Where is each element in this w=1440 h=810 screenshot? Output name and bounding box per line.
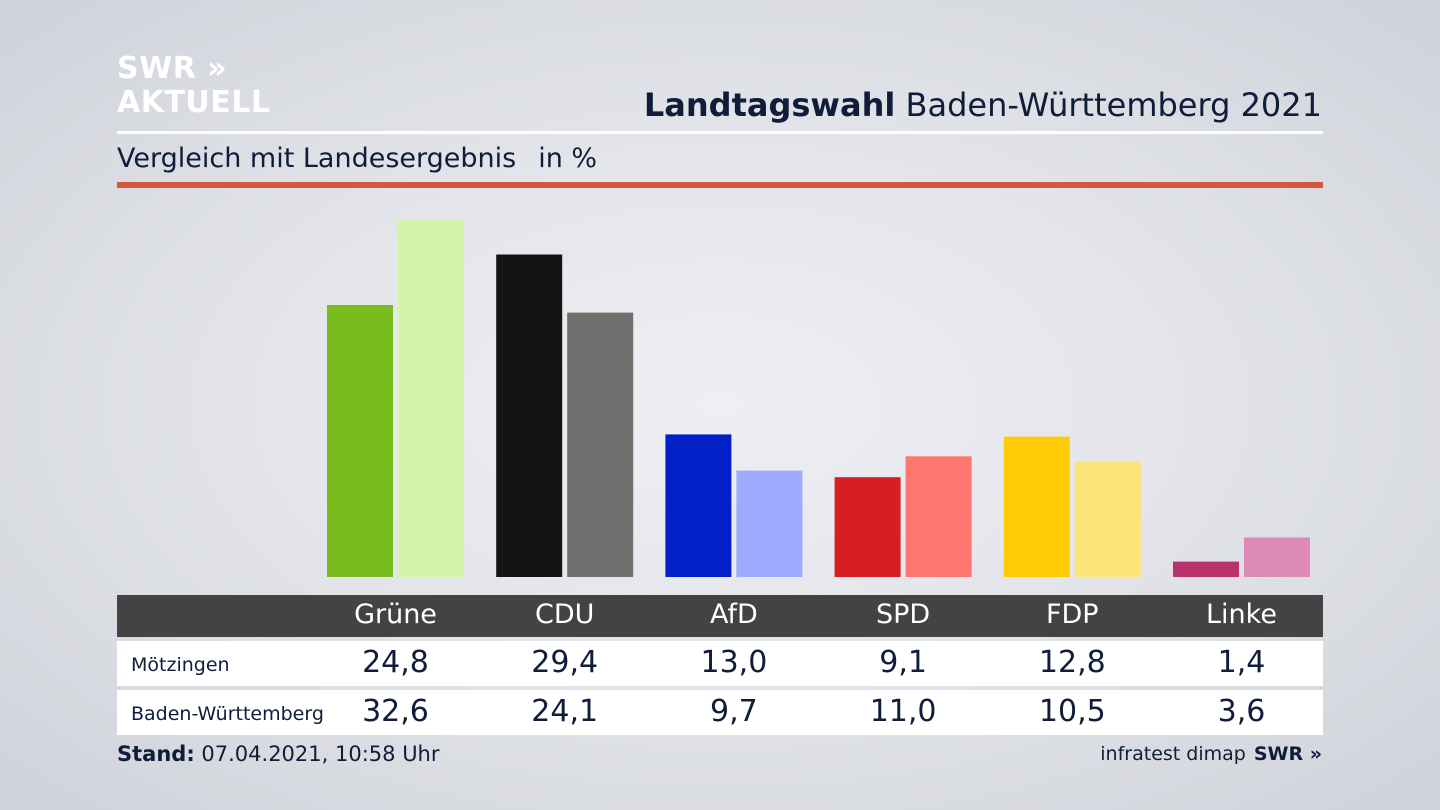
value-cell: 24,8	[362, 645, 429, 680]
bar-spd-state	[905, 456, 972, 577]
value-cell: 12,8	[1038, 645, 1106, 680]
value-cell: 24,1	[531, 694, 599, 729]
source-credit: infratest dimap SWR »	[1100, 743, 1322, 765]
stand-value: 07.04.2021, 10:58 Uhr	[201, 742, 440, 766]
value-cell: 3,6	[1217, 694, 1266, 729]
value-cell: 29,4	[531, 645, 599, 680]
bar-cdu-state	[567, 312, 634, 577]
row-label: Baden-Württemberg	[131, 703, 324, 725]
title-rest: Baden-Württemberg 2021	[905, 86, 1323, 124]
bar-afd-state	[736, 470, 803, 577]
party-header: AfD	[709, 599, 758, 630]
table-row: Mötzingen 24,8 29,4 13,0 9,1 12,8 1,4	[117, 641, 1323, 686]
logo-line-2: AKTUELL	[117, 85, 271, 120]
logo-line-1: SWR »	[117, 51, 228, 86]
source-text: infratest dimap	[1100, 743, 1246, 765]
swr-aktuell-logo: SWR » AKTUELL	[117, 54, 271, 118]
source-brand: SWR »	[1253, 743, 1322, 765]
value-cell: 32,6	[362, 694, 429, 729]
bar-linke-local	[1173, 561, 1239, 577]
title-bold: Landtagswahl	[643, 86, 896, 124]
timestamp: Stand: 07.04.2021, 10:58 Uhr	[117, 742, 440, 766]
bar-grne-state	[398, 219, 464, 577]
value-cell: 11,0	[869, 694, 937, 729]
party-header: Linke	[1206, 599, 1277, 630]
value-cell: 13,0	[700, 645, 768, 680]
value-cell: 9,1	[879, 645, 927, 680]
party-header: FDP	[1045, 599, 1099, 630]
bar-afd-local	[665, 434, 732, 577]
party-header: SPD	[875, 599, 931, 630]
party-header: CDU	[534, 599, 595, 630]
title-divider	[117, 131, 1323, 134]
bar-fdp-state	[1074, 461, 1141, 577]
bar-spd-local	[834, 477, 901, 577]
table-row: Baden-Württemberg 32,6 24,1 9,7 11,0 10,5 3,6	[117, 690, 1323, 735]
row-label: Mötzingen	[131, 654, 230, 676]
bar-fdp-local	[1003, 436, 1070, 577]
value-cell: 9,7	[710, 694, 758, 729]
value-cell: 10,5	[1038, 694, 1106, 729]
table-header: Grüne CDU AfD SPD FDP Linke	[117, 595, 1323, 637]
stand-label: Stand:	[117, 742, 195, 766]
page-title: Landtagswahl Baden-Württemberg 2021	[644, 86, 1322, 124]
bar-cdu-local	[496, 254, 563, 577]
chart-subtitle: Vergleich mit Landesergebnis in %	[117, 143, 597, 174]
bar-linke-state	[1244, 537, 1310, 577]
subtitle-divider	[117, 182, 1323, 188]
results-table: Grüne CDU AfD SPD FDP Linke Mötzingen 24,8 29,…	[117, 595, 1323, 735]
party-header: Grüne	[354, 599, 437, 630]
unit-label: in %	[538, 143, 598, 174]
bar-grne-local	[327, 305, 393, 577]
value-cell: 1,4	[1217, 645, 1266, 680]
subtitle-text: Vergleich mit Landesergebnis	[117, 143, 517, 174]
